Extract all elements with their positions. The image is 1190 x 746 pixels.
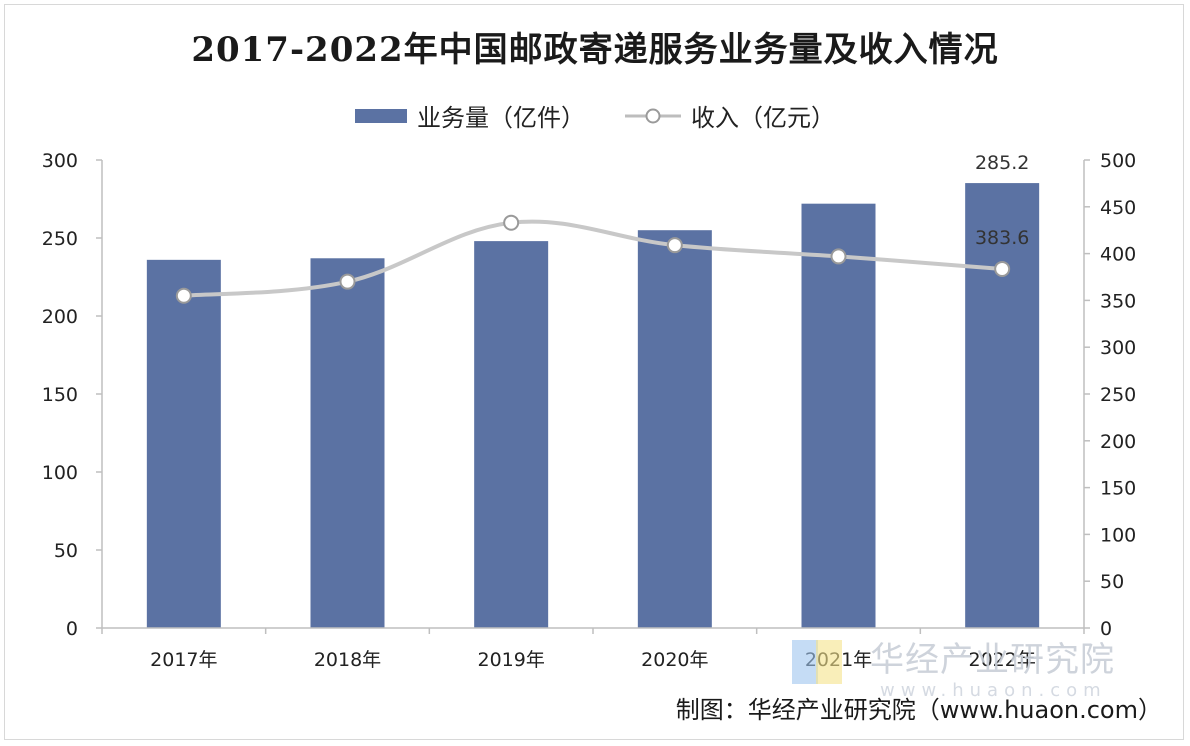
right-tick-label: 300 bbox=[1100, 337, 1136, 359]
left-tick-label: 100 bbox=[42, 462, 78, 484]
bar bbox=[474, 241, 549, 628]
revenue-line bbox=[181, 219, 1005, 298]
data-label: 285.2 bbox=[975, 152, 1029, 174]
right-tick-label: 400 bbox=[1100, 244, 1136, 266]
left-tick-label: 300 bbox=[42, 150, 78, 172]
data-labels: 285.2 383.6 bbox=[975, 152, 1029, 249]
legend-item-revenue: 收入（亿元） bbox=[625, 98, 835, 133]
legend-item-volume: 业务量（亿件） bbox=[355, 98, 585, 133]
left-tick-label: 250 bbox=[42, 228, 78, 250]
left-tick-label: 0 bbox=[66, 618, 78, 640]
watermark: 华经产业研究院 www.huaon.com bbox=[790, 632, 1160, 701]
right-tick-label: 150 bbox=[1100, 478, 1136, 500]
bar bbox=[637, 230, 712, 628]
right-tick-label: 0 bbox=[1100, 618, 1112, 640]
right-tick-label: 100 bbox=[1100, 524, 1136, 546]
watermark-logo-icon bbox=[792, 640, 842, 684]
left-tick-label: 200 bbox=[42, 306, 78, 328]
bar bbox=[146, 259, 221, 628]
right-tick-label: 500 bbox=[1100, 150, 1136, 172]
chart-title: 2017-2022年中国邮政寄递服务业务量及收入情况 bbox=[191, 30, 999, 70]
right-tick-label: 350 bbox=[1100, 290, 1136, 312]
line-point bbox=[666, 237, 683, 254]
right-tick-label: 200 bbox=[1100, 431, 1136, 453]
x-tick-label: 2018年 bbox=[314, 649, 381, 671]
line-point bbox=[175, 287, 192, 304]
watermark-url: www.huaon.com bbox=[880, 680, 1107, 701]
data-label: 383.6 bbox=[975, 227, 1029, 249]
right-tick-label: 450 bbox=[1100, 197, 1136, 219]
legend-swatch-line bbox=[625, 108, 681, 123]
x-tick-label: 2020年 bbox=[641, 649, 708, 671]
right-axis: 0 50 100 150 200 250 300 350 400 450 500 bbox=[1083, 150, 1136, 640]
bar bbox=[310, 258, 385, 628]
line-point bbox=[503, 214, 520, 231]
right-tick-label: 50 bbox=[1100, 571, 1124, 593]
bar bbox=[965, 183, 1040, 628]
left-tick-label: 150 bbox=[42, 384, 78, 406]
watermark-text: 华经产业研究院 bbox=[870, 640, 1115, 680]
line-point bbox=[994, 260, 1011, 277]
x-tick-label: 2019年 bbox=[477, 649, 544, 671]
legend-label-revenue: 收入（亿元） bbox=[691, 104, 835, 132]
bar bbox=[801, 203, 876, 628]
legend: 业务量（亿件） 收入（亿元） bbox=[0, 98, 1190, 133]
left-axis: 0 50 100 150 200 250 300 bbox=[42, 150, 103, 640]
chart-frame bbox=[4, 4, 1184, 740]
source-note: 制图：华经产业研究院（www.huaon.com） bbox=[675, 696, 1162, 724]
bar-series bbox=[146, 183, 1040, 628]
x-tick-label: 2017年 bbox=[150, 649, 217, 671]
line-point bbox=[339, 273, 356, 290]
left-tick-label: 50 bbox=[54, 540, 78, 562]
legend-label-volume: 业务量（亿件） bbox=[417, 104, 585, 132]
line-series bbox=[175, 214, 1011, 304]
line-point bbox=[830, 248, 847, 265]
x-tick-label: 2022年 bbox=[968, 649, 1035, 671]
x-axis: 2017年2018年2019年2020年2021年2022年 bbox=[101, 628, 1085, 671]
legend-swatch-bar bbox=[355, 108, 407, 123]
right-tick-label: 250 bbox=[1100, 384, 1136, 406]
